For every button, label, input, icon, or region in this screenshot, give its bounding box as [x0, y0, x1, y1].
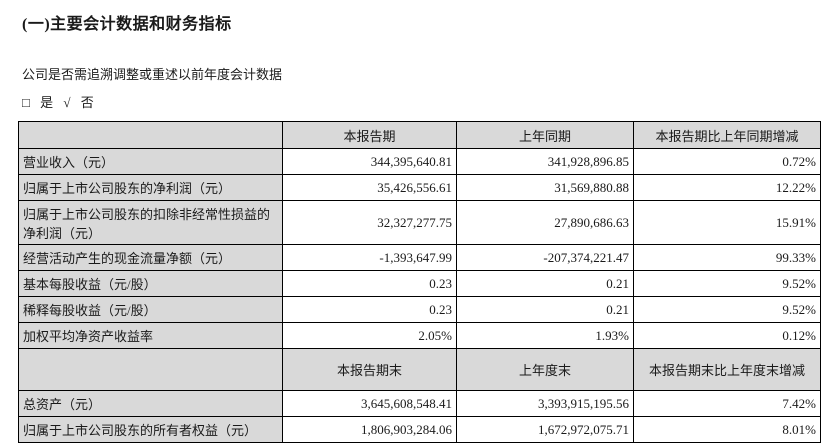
no-option-label: 否 — [80, 95, 94, 110]
period-end-header-row: 本报告期末 上年度末 本报告期末比上年度末增减 — [18, 348, 821, 391]
prior-period-value: 0.21 — [456, 270, 634, 297]
change-value: 9.52% — [633, 296, 821, 323]
yes-option-label: 是 — [40, 95, 54, 110]
table-row: 基本每股收益（元/股） 0.23 0.21 9.52% — [18, 270, 821, 297]
prior-year-end-header: 上年度末 — [456, 348, 634, 391]
metric-label: 经营活动产生的现金流量净额（元） — [18, 244, 283, 271]
metric-label: 归属于上市公司股东的所有者权益（元） — [18, 416, 283, 443]
prior-period-value: 0.21 — [456, 296, 634, 323]
key-financial-indicators-table: 本报告期 上年同期 本报告期比上年同期增减 营业收入（元） 344,395,64… — [18, 121, 821, 443]
restatement-question: 公司是否需追溯调整或重述以前年度会计数据 — [22, 67, 283, 82]
metric-label: 归属于上市公司股东的扣除非经常性损益的净利润（元） — [18, 200, 283, 245]
table-row: 稀释每股收益（元/股） 0.23 0.21 9.52% — [18, 296, 821, 323]
current-period-end-value: 1,806,903,284.06 — [282, 416, 457, 443]
current-period-value: 0.23 — [282, 270, 457, 297]
prior-year-end-value: 3,393,915,195.56 — [456, 390, 634, 417]
current-period-value: 0.23 — [282, 296, 457, 323]
prior-period-value: 341,928,896.85 — [456, 148, 634, 175]
prior-period-value: 27,890,686.63 — [456, 200, 634, 245]
section-title: (一)主要会计数据和财务指标 — [22, 16, 232, 33]
period-end-change-header: 本报告期末比上年度末增减 — [633, 348, 821, 391]
restatement-answer-line: □ 是 √ 否 — [22, 92, 822, 111]
table-row: 总资产（元） 3,645,608,548.41 3,393,915,195.56… — [18, 390, 821, 417]
metric-label: 归属于上市公司股东的净利润（元） — [18, 174, 283, 201]
current-period-value: 32,327,277.75 — [282, 200, 457, 245]
blank-header-cell — [18, 348, 283, 391]
metric-label: 基本每股收益（元/股） — [18, 270, 283, 297]
checkbox-unchecked-icon: □ — [22, 95, 30, 110]
change-value: 15.91% — [633, 200, 821, 245]
current-period-end-header: 本报告期末 — [282, 348, 457, 391]
prior-period-value: -207,374,221.47 — [456, 244, 634, 271]
prior-period-header: 上年同期 — [456, 121, 634, 149]
metric-label: 总资产（元） — [18, 390, 283, 417]
prior-year-end-value: 1,672,972,075.71 — [456, 416, 634, 443]
current-period-header: 本报告期 — [282, 121, 457, 149]
table-row: 归属于上市公司股东的净利润（元） 35,426,556.61 31,569,88… — [18, 174, 821, 201]
change-value: 99.33% — [633, 244, 821, 271]
metric-label: 营业收入（元） — [18, 148, 283, 175]
change-value: 7.42% — [633, 390, 821, 417]
table-row: 归属于上市公司股东的扣除非经常性损益的净利润（元） 32,327,277.75 … — [18, 200, 821, 245]
change-value: 0.72% — [633, 148, 821, 175]
table-row: 加权平均净资产收益率 2.05% 1.93% 0.12% — [18, 322, 821, 349]
metric-label: 稀释每股收益（元/股） — [18, 296, 283, 323]
current-period-end-value: 3,645,608,548.41 — [282, 390, 457, 417]
table-row: 经营活动产生的现金流量净额（元） -1,393,647.99 -207,374,… — [18, 244, 821, 271]
change-value: 8.01% — [633, 416, 821, 443]
current-period-value: 344,395,640.81 — [282, 148, 457, 175]
prior-period-value: 1.93% — [456, 322, 634, 349]
change-value: 12.22% — [633, 174, 821, 201]
current-period-value: 35,426,556.61 — [282, 174, 457, 201]
prior-period-value: 31,569,880.88 — [456, 174, 634, 201]
current-period-value: 2.05% — [282, 322, 457, 349]
checkmark-icon: √ — [63, 95, 71, 110]
table-row: 营业收入（元） 344,395,640.81 341,928,896.85 0.… — [18, 148, 821, 175]
metric-label: 加权平均净资产收益率 — [18, 322, 283, 349]
blank-header-cell — [18, 121, 283, 149]
change-value: 9.52% — [633, 270, 821, 297]
period-change-header: 本报告期比上年同期增减 — [633, 121, 821, 149]
table-row: 归属于上市公司股东的所有者权益（元） 1,806,903,284.06 1,67… — [18, 416, 821, 443]
change-value: 0.12% — [633, 322, 821, 349]
period-header-row: 本报告期 上年同期 本报告期比上年同期增减 — [18, 121, 821, 149]
current-period-value: -1,393,647.99 — [282, 244, 457, 271]
